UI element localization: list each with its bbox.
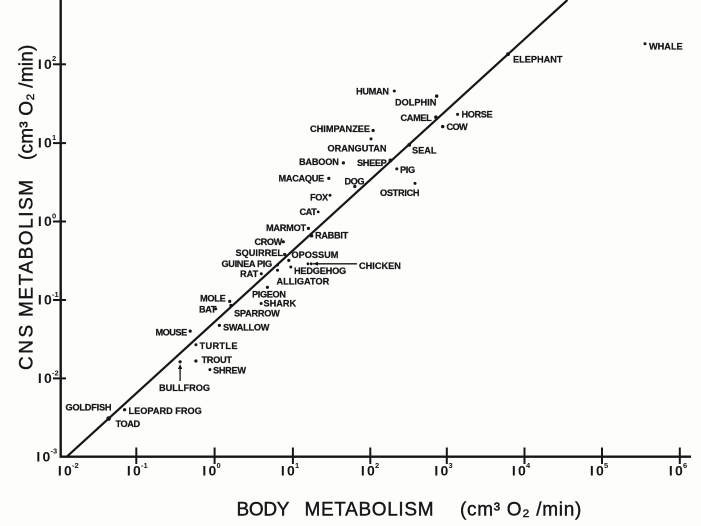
svg-text:-1: -1 [52,290,59,299]
svg-text:CROW: CROW [255,237,283,247]
svg-text:I0: I0 [38,135,54,151]
svg-text:METABOLISM: METABOLISM [305,500,435,521]
svg-text:GUINEA PIG: GUINEA PIG [222,259,272,269]
svg-text:MARMOT: MARMOT [266,223,306,233]
svg-text:I0: I0 [361,463,377,479]
svg-text:MOUSE: MOUSE [156,328,188,338]
svg-text:I0: I0 [281,463,297,479]
svg-text:-1: -1 [141,461,148,470]
svg-text:RABBIT: RABBIT [315,231,349,241]
svg-text:6: 6 [683,461,687,470]
svg-text:0: 0 [52,211,56,220]
svg-text:CHIMPANZEE: CHIMPANZEE [310,124,370,134]
svg-text:I0: I0 [669,463,685,479]
svg-text:SHREW: SHREW [213,365,246,375]
svg-text:SHARK: SHARK [264,299,297,309]
svg-text:CHICKEN: CHICKEN [359,261,401,271]
svg-text:I0: I0 [512,463,528,479]
svg-text:0: 0 [217,461,221,470]
svg-text:I0: I0 [38,213,54,229]
svg-text:OPOSSUM: OPOSSUM [292,250,339,260]
svg-text:PIGEON: PIGEON [252,290,286,300]
svg-text:MACAQUE: MACAQUE [279,174,325,184]
svg-text:I0: I0 [434,463,450,479]
svg-text:4: 4 [526,461,531,470]
svg-text:RAT: RAT [240,269,259,279]
svg-text:2: 2 [52,54,56,63]
svg-text:SPARROW: SPARROW [234,309,280,319]
svg-text:I0: I0 [127,463,143,479]
svg-text:OSTRICH: OSTRICH [380,188,420,198]
svg-text:SEAL: SEAL [412,145,437,155]
svg-text:1: 1 [52,133,56,142]
svg-text:ORANGUTAN: ORANGUTAN [328,143,387,153]
svg-text:SWALLOW: SWALLOW [223,323,270,333]
svg-text:-3: -3 [51,447,58,456]
svg-text:I0: I0 [36,448,52,464]
svg-text:-2: -2 [72,461,79,470]
svg-text:I0: I0 [38,292,54,308]
svg-text:TOAD: TOAD [116,419,141,429]
svg-text:HUMAN: HUMAN [356,87,389,97]
svg-text:LEOPARD FROG: LEOPARD FROG [129,406,202,416]
svg-text:(cm³ O₂ /min): (cm³ O₂ /min) [460,500,582,521]
svg-text:I0: I0 [38,370,54,386]
svg-text:5: 5 [604,461,608,470]
svg-text:BAT: BAT [199,304,217,314]
svg-text:CNS: CNS [17,322,38,370]
svg-text:MOLE: MOLE [200,294,226,304]
svg-text:SQUIRREL: SQUIRREL [236,248,284,258]
svg-text:FOX: FOX [310,192,329,202]
svg-text:TURTLE: TURTLE [200,341,238,351]
svg-text:HEDGEHOG: HEDGEHOG [294,266,346,276]
svg-text:-2: -2 [52,368,59,377]
svg-text:CAMEL: CAMEL [401,113,433,123]
svg-text:I0: I0 [38,56,54,72]
svg-text:PIG: PIG [400,165,415,175]
svg-text:(cm³ O₂ /min): (cm³ O₂ /min) [17,44,38,160]
svg-text:3: 3 [449,461,453,470]
svg-text:I0: I0 [202,463,218,479]
svg-text:BODY: BODY [237,500,290,521]
svg-text:I0: I0 [58,463,74,479]
svg-text:GOLDFISH: GOLDFISH [66,403,112,413]
svg-text:ELEPHANT: ELEPHANT [513,55,563,65]
svg-text:DOLPHIN: DOLPHIN [395,97,437,107]
svg-text:HORSE: HORSE [462,109,493,119]
svg-text:BULLFROG: BULLFROG [159,383,210,393]
svg-text:I0: I0 [590,463,606,479]
svg-text:COW: COW [447,122,468,132]
svg-text:SHEEP: SHEEP [357,158,387,168]
svg-text:BABOON: BABOON [299,157,339,167]
svg-text:WHALE: WHALE [649,41,683,51]
svg-text:1: 1 [295,461,299,470]
svg-text:CAT: CAT [300,207,318,217]
svg-text:DOG: DOG [345,177,365,187]
svg-text:METABOLISM: METABOLISM [17,178,38,317]
svg-text:2: 2 [375,461,379,470]
svg-text:ALLIGATOR: ALLIGATOR [277,276,330,286]
svg-text:TROUT: TROUT [202,355,233,365]
